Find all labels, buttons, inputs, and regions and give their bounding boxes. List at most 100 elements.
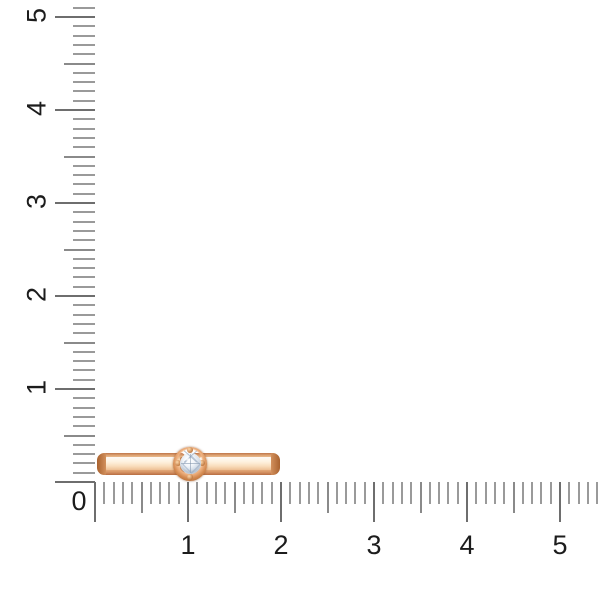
horizontal-tick <box>149 482 152 504</box>
horizontal-tick <box>233 482 236 513</box>
vertical-tick <box>73 192 95 195</box>
horizontal-tick <box>196 482 199 504</box>
vertical-tick <box>55 16 95 18</box>
horizontal-axis-label-2: 2 <box>273 530 289 560</box>
horizontal-tick <box>159 482 162 504</box>
horizontal-tick <box>493 482 496 504</box>
horizontal-tick <box>531 482 534 504</box>
vertical-tick <box>73 332 95 335</box>
vertical-axis-label-1: 1 <box>21 379 52 396</box>
vertical-tick <box>73 350 95 353</box>
ring-product-photo <box>97 446 280 482</box>
vertical-tick <box>73 229 95 232</box>
vertical-tick <box>73 6 95 9</box>
vertical-tick <box>73 239 95 242</box>
horizontal-tick <box>289 482 292 504</box>
vertical-tick <box>73 136 95 139</box>
horizontal-tick <box>103 482 106 504</box>
horizontal-tick <box>373 482 375 522</box>
horizontal-tick <box>503 482 506 504</box>
vertical-tick <box>73 183 95 186</box>
vertical-tick <box>73 267 95 270</box>
vertical-tick <box>64 62 95 65</box>
horizontal-tick <box>391 482 394 504</box>
vertical-tick <box>73 369 95 372</box>
vertical-axis-label-5: 5 <box>21 7 52 24</box>
horizontal-tick <box>345 482 348 504</box>
horizontal-tick <box>568 482 571 504</box>
horizontal-tick <box>410 482 413 504</box>
horizontal-tick <box>242 482 245 504</box>
vertical-tick <box>73 90 95 93</box>
horizontal-axis-label-4: 4 <box>459 530 475 560</box>
vertical-tick <box>73 220 95 223</box>
vertical-tick <box>73 397 95 400</box>
vertical-tick <box>73 415 95 418</box>
horizontal-tick <box>168 482 171 504</box>
horizontal-tick <box>354 482 357 504</box>
horizontal-axis-label-3: 3 <box>366 530 382 560</box>
vertical-tick <box>73 285 95 288</box>
vertical-tick <box>73 313 95 316</box>
prong-right <box>199 460 205 466</box>
vertical-tick <box>73 406 95 409</box>
vertical-tick <box>73 71 95 74</box>
horizontal-tick <box>428 482 431 504</box>
vertical-tick <box>73 322 95 325</box>
horizontal-tick <box>475 482 478 504</box>
diamond-facet-horizontal <box>181 463 200 464</box>
horizontal-tick <box>521 482 524 504</box>
horizontal-tick <box>382 482 385 504</box>
vertical-tick <box>73 471 95 474</box>
vertical-tick <box>73 34 95 37</box>
vertical-tick <box>55 202 95 204</box>
horizontal-tick <box>298 482 301 504</box>
diamond-sparkle-highlight <box>185 457 191 462</box>
horizontal-tick <box>307 482 310 504</box>
horizontal-tick <box>121 482 124 504</box>
ring-band-right-highlight <box>199 457 273 470</box>
ring-band-left-highlight <box>104 457 178 470</box>
horizontal-axis-label-1: 1 <box>180 530 196 560</box>
horizontal-tick <box>438 482 441 504</box>
horizontal-tick <box>112 482 115 504</box>
horizontal-tick <box>280 482 282 522</box>
horizontal-tick <box>270 482 273 504</box>
horizontal-ruler <box>94 482 600 524</box>
horizontal-tick <box>447 482 450 504</box>
vertical-tick <box>64 155 95 158</box>
horizontal-tick <box>586 482 589 504</box>
vertical-ruler <box>55 0 95 483</box>
horizontal-tick <box>400 482 403 504</box>
horizontal-tick <box>596 482 599 504</box>
horizontal-tick <box>252 482 255 504</box>
vertical-tick <box>73 462 95 465</box>
horizontal-axis-label-5: 5 <box>552 530 568 560</box>
prong-bottom <box>187 474 193 480</box>
vertical-tick <box>64 341 95 344</box>
vertical-tick <box>73 53 95 56</box>
vertical-axis-label-4: 4 <box>21 100 52 117</box>
vertical-tick <box>73 304 95 307</box>
vertical-axis-label-2: 2 <box>21 286 52 303</box>
diamond-bezel-setting <box>173 447 207 481</box>
vertical-tick <box>73 164 95 167</box>
vertical-tick <box>73 211 95 214</box>
vertical-tick <box>73 127 95 130</box>
vertical-tick <box>64 248 95 251</box>
vertical-tick <box>73 81 95 84</box>
horizontal-tick <box>549 482 552 504</box>
horizontal-tick <box>177 482 180 504</box>
vertical-tick <box>73 118 95 121</box>
horizontal-tick <box>205 482 208 504</box>
vertical-tick <box>73 174 95 177</box>
origin-label: 0 <box>71 486 87 516</box>
vertical-tick <box>73 146 95 149</box>
horizontal-tick <box>335 482 338 504</box>
horizontal-tick <box>261 482 264 504</box>
vertical-tick <box>55 481 95 483</box>
horizontal-tick <box>456 482 459 504</box>
vertical-tick <box>73 25 95 28</box>
horizontal-tick <box>131 482 134 504</box>
vertical-tick <box>73 99 95 102</box>
